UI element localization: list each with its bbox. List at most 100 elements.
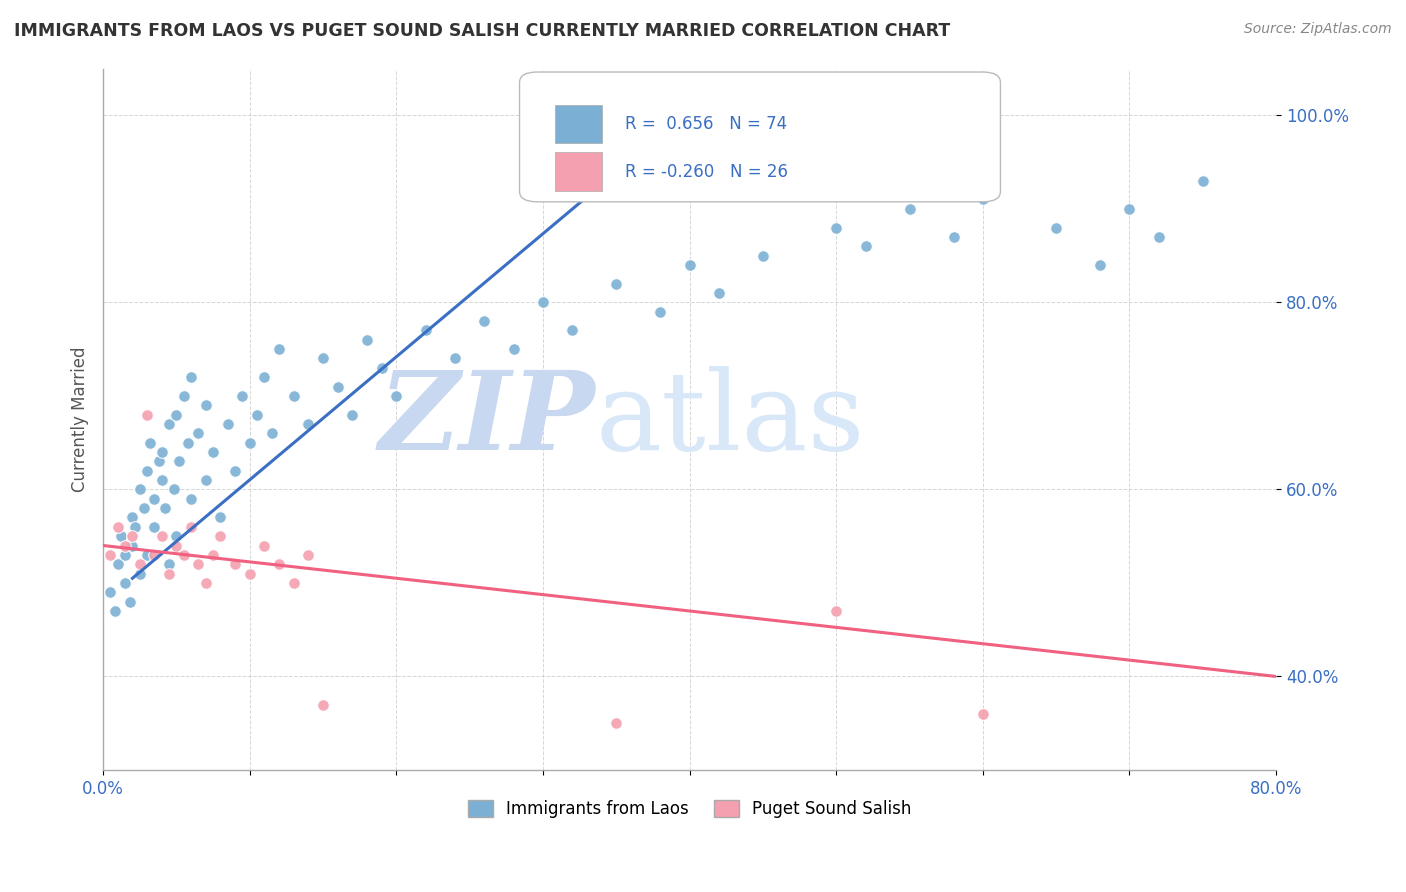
Point	[128, 566, 150, 581]
Point	[239, 435, 262, 450]
Point	[100, 548, 122, 562]
Point	[855, 239, 877, 253]
Point	[121, 510, 143, 524]
Point	[157, 417, 180, 431]
Point	[1191, 174, 1213, 188]
Point	[239, 566, 262, 581]
Point	[707, 285, 730, 300]
Point	[752, 249, 775, 263]
Point	[209, 510, 232, 524]
Point	[224, 464, 246, 478]
Point	[385, 389, 408, 403]
Point	[165, 529, 187, 543]
Point	[444, 351, 467, 366]
Point	[107, 520, 129, 534]
Point	[139, 435, 162, 450]
Point	[312, 698, 335, 712]
Point	[165, 408, 187, 422]
Point	[472, 314, 495, 328]
Point	[150, 445, 173, 459]
Point	[165, 539, 187, 553]
Point	[502, 342, 524, 356]
Point	[1147, 230, 1170, 244]
Point	[678, 258, 700, 272]
Point	[114, 576, 136, 591]
Text: R =  0.656   N = 74: R = 0.656 N = 74	[626, 115, 787, 133]
Point	[605, 277, 627, 291]
Point	[297, 417, 319, 431]
Point	[180, 370, 202, 384]
Point	[107, 558, 129, 572]
Point	[173, 548, 195, 562]
Point	[100, 585, 122, 599]
Legend: Immigrants from Laos, Puget Sound Salish: Immigrants from Laos, Puget Sound Salish	[461, 793, 918, 825]
Point	[121, 529, 143, 543]
Point	[246, 408, 269, 422]
Point	[231, 389, 253, 403]
Point	[297, 548, 319, 562]
Point	[224, 558, 246, 572]
Text: atlas: atlas	[596, 366, 866, 473]
Point	[143, 491, 166, 506]
Point	[267, 342, 290, 356]
Point	[150, 529, 173, 543]
Point	[173, 389, 195, 403]
Point	[114, 539, 136, 553]
Point	[134, 501, 156, 516]
Point	[972, 193, 994, 207]
Point	[605, 716, 627, 731]
Text: R = -0.260   N = 26: R = -0.260 N = 26	[626, 162, 789, 181]
Point	[121, 539, 143, 553]
Point	[370, 360, 392, 375]
Point	[202, 548, 225, 562]
Point	[260, 426, 283, 441]
Text: IMMIGRANTS FROM LAOS VS PUGET SOUND SALISH CURRENTLY MARRIED CORRELATION CHART: IMMIGRANTS FROM LAOS VS PUGET SOUND SALI…	[14, 22, 950, 40]
Point	[253, 370, 276, 384]
Point	[136, 464, 159, 478]
Point	[942, 230, 965, 244]
Point	[356, 333, 378, 347]
Point	[143, 548, 166, 562]
Point	[312, 351, 335, 366]
Point	[217, 417, 239, 431]
Point	[169, 454, 191, 468]
Point	[202, 445, 225, 459]
Point	[194, 473, 217, 487]
Point	[143, 520, 166, 534]
Point	[1045, 220, 1067, 235]
Point	[650, 304, 672, 318]
Point	[124, 520, 146, 534]
Point	[561, 323, 583, 337]
Point	[150, 473, 173, 487]
Point	[157, 566, 180, 581]
FancyBboxPatch shape	[520, 72, 1001, 202]
Point	[415, 323, 437, 337]
Point	[128, 483, 150, 497]
Y-axis label: Currently Married: Currently Married	[72, 346, 89, 492]
Point	[825, 604, 848, 618]
Point	[162, 483, 184, 497]
Point	[187, 558, 209, 572]
FancyBboxPatch shape	[555, 153, 602, 191]
Point	[136, 548, 159, 562]
Point	[136, 408, 159, 422]
Point	[110, 529, 132, 543]
Point	[104, 604, 127, 618]
Point	[114, 548, 136, 562]
Text: Source: ZipAtlas.com: Source: ZipAtlas.com	[1244, 22, 1392, 37]
Point	[180, 491, 202, 506]
Point	[148, 454, 170, 468]
Point	[194, 398, 217, 412]
Point	[118, 594, 141, 608]
Point	[209, 529, 232, 543]
Point	[187, 426, 209, 441]
Point	[253, 539, 276, 553]
Point	[283, 576, 305, 591]
Point	[128, 558, 150, 572]
Point	[326, 379, 349, 393]
Point	[157, 558, 180, 572]
Point	[180, 520, 202, 534]
Point	[531, 295, 554, 310]
Point	[194, 576, 217, 591]
Point	[972, 706, 994, 721]
